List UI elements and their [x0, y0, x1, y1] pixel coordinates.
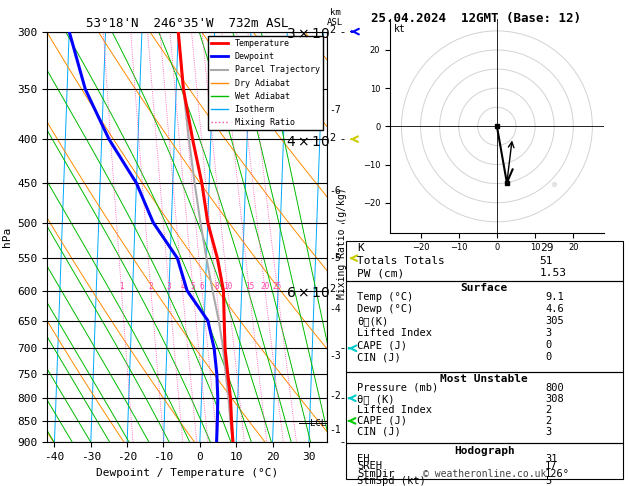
- Text: 10: 10: [223, 282, 233, 291]
- Text: 5: 5: [545, 475, 552, 486]
- Text: 2: 2: [545, 416, 552, 426]
- Text: θᴄ(K): θᴄ(K): [357, 316, 388, 326]
- Text: 1.53: 1.53: [540, 268, 567, 278]
- Bar: [346, 241, 623, 280]
- Text: SREH: SREH: [357, 462, 382, 471]
- Text: 3: 3: [545, 328, 552, 338]
- Text: 2: 2: [148, 282, 153, 291]
- Text: 4: 4: [181, 282, 185, 291]
- Text: EH: EH: [357, 454, 369, 465]
- Text: 0: 0: [545, 340, 552, 350]
- Text: Temp (°C): Temp (°C): [357, 292, 413, 302]
- Bar: [346, 372, 623, 443]
- Text: -7: -7: [329, 105, 341, 115]
- Text: CIN (J): CIN (J): [357, 427, 401, 437]
- Text: Lifted Index: Lifted Index: [357, 328, 432, 338]
- Text: 0: 0: [545, 352, 552, 363]
- Text: θᴄ (K): θᴄ (K): [357, 394, 394, 404]
- Text: CIN (J): CIN (J): [357, 352, 401, 363]
- Text: 3: 3: [167, 282, 172, 291]
- Text: © weatheronline.co.uk: © weatheronline.co.uk: [423, 469, 546, 479]
- Text: -3: -3: [329, 351, 341, 361]
- Bar: [346, 280, 623, 372]
- Title: 53°18'N  246°35'W  732m ASL: 53°18'N 246°35'W 732m ASL: [86, 17, 288, 31]
- Text: StmSpd (kt): StmSpd (kt): [357, 475, 426, 486]
- Y-axis label: hPa: hPa: [2, 227, 12, 247]
- Text: LCL: LCL: [310, 418, 326, 428]
- Text: PW (cm): PW (cm): [357, 268, 404, 278]
- Text: 25: 25: [273, 282, 282, 291]
- Text: 126°: 126°: [545, 469, 571, 479]
- Text: 51: 51: [540, 256, 553, 265]
- Text: Most Unstable: Most Unstable: [440, 374, 528, 384]
- Text: 2: 2: [545, 405, 552, 415]
- Text: Pressure (mb): Pressure (mb): [357, 383, 438, 393]
- Text: 1: 1: [119, 282, 124, 291]
- Text: -2: -2: [329, 391, 341, 401]
- Text: 308: 308: [545, 394, 564, 404]
- Text: -4: -4: [329, 304, 341, 314]
- Text: 17: 17: [545, 462, 558, 471]
- Text: CAPE (J): CAPE (J): [357, 416, 407, 426]
- X-axis label: Dewpoint / Temperature (°C): Dewpoint / Temperature (°C): [96, 468, 278, 478]
- Text: 20: 20: [260, 282, 270, 291]
- Text: Lifted Index: Lifted Index: [357, 405, 432, 415]
- Text: -1: -1: [329, 425, 341, 434]
- Text: 29: 29: [540, 243, 553, 253]
- Text: km
ASL: km ASL: [327, 8, 343, 28]
- Text: 25.04.2024  12GMT (Base: 12): 25.04.2024 12GMT (Base: 12): [371, 12, 581, 25]
- Bar: [346, 444, 623, 479]
- Text: -6: -6: [329, 186, 341, 196]
- Text: Dewp (°C): Dewp (°C): [357, 304, 413, 314]
- Text: 3: 3: [545, 427, 552, 437]
- Text: Totals Totals: Totals Totals: [357, 256, 445, 265]
- Text: 8: 8: [214, 282, 219, 291]
- Text: CAPE (J): CAPE (J): [357, 340, 407, 350]
- Text: StmDir: StmDir: [357, 469, 394, 479]
- Text: 4.6: 4.6: [545, 304, 564, 314]
- Text: Surface: Surface: [460, 283, 508, 293]
- Text: 31: 31: [545, 454, 558, 465]
- Text: -5: -5: [329, 253, 341, 263]
- Text: 305: 305: [545, 316, 564, 326]
- Text: 9.1: 9.1: [545, 292, 564, 302]
- Legend: Temperature, Dewpoint, Parcel Trajectory, Dry Adiabat, Wet Adiabat, Isotherm, Mi: Temperature, Dewpoint, Parcel Trajectory…: [208, 36, 323, 130]
- Text: kt: kt: [394, 24, 406, 34]
- Text: 5: 5: [191, 282, 196, 291]
- Text: Hodograph: Hodograph: [454, 446, 515, 456]
- Text: 15: 15: [245, 282, 254, 291]
- Text: 800: 800: [545, 383, 564, 393]
- Text: 6: 6: [200, 282, 204, 291]
- Text: K: K: [357, 243, 364, 253]
- Text: Mixing Ratio (g/kg): Mixing Ratio (g/kg): [337, 187, 347, 299]
